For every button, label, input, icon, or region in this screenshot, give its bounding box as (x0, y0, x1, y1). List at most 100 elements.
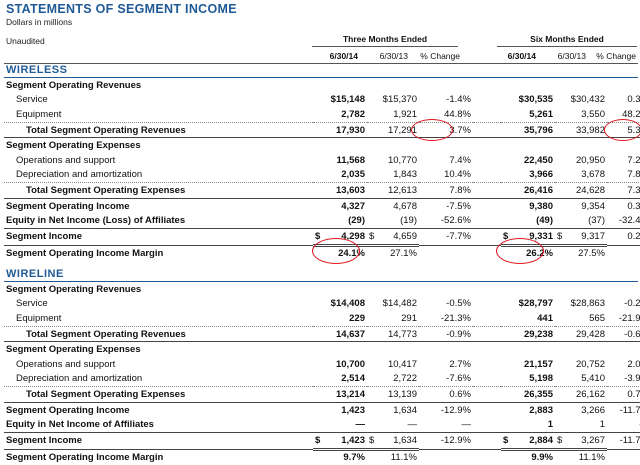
table-cell: $30,432 (570, 94, 605, 106)
table-cell: $3,267 (555, 431, 607, 451)
table-cell: -21.3% (440, 312, 471, 324)
table-cell: — (461, 419, 472, 431)
row-label: Segment Income (4, 431, 313, 450)
table-row: Segment Operating Expenses (4, 137, 640, 153)
statement-title: STATEMENTS OF SEGMENT INCOME (6, 2, 237, 16)
table-cell: 27.5% (555, 244, 607, 262)
row-label: Segment Operating Income Margin (4, 244, 313, 262)
row-label: Total Segment Operating Expenses (4, 386, 313, 403)
row-label: Segment Operating Revenues (6, 79, 142, 91)
table-cell: 22,450 (523, 154, 553, 166)
currency-symbol: $ (315, 434, 321, 446)
table-cell (313, 341, 367, 357)
table-row: Equipment 229 291 -21.3% 441 565 -21.9% (4, 311, 640, 326)
annotation-circle (604, 119, 640, 141)
table-cell: -0.2% (624, 298, 640, 310)
table-row: Segment Operating Income 1,423 1,634 -12.9%… (4, 401, 640, 418)
currency-symbol: $ (557, 434, 563, 446)
table-cell: 10,417 (387, 358, 417, 370)
currency-symbol: $ (503, 434, 509, 446)
table-cell (555, 341, 607, 357)
table-cell: 33,982 (555, 121, 607, 138)
table-cell (555, 78, 607, 93)
table-cell: -0.6% (607, 325, 640, 342)
table-cell: 2.0% (627, 358, 640, 370)
table-cell: 44.8% (444, 108, 471, 120)
table-cell: 11,568 (336, 154, 365, 166)
table-cell: (29) (348, 215, 365, 227)
table-cell (501, 282, 555, 297)
table-cell: -12.9% (419, 401, 473, 418)
col-3m-2013: 6/30/13 (379, 51, 408, 61)
table-cell: 13,214 (313, 386, 367, 403)
table-cell: 0.2% (607, 227, 640, 246)
table-row: Segment Operating Revenues (4, 78, 640, 93)
row-label: Segment Income (4, 227, 313, 246)
table-cell: 1,634 (367, 401, 419, 418)
currency-symbol: $ (369, 230, 375, 242)
row-label: Total Segment Operating Expenses (4, 182, 313, 199)
table-cell (501, 78, 555, 93)
table-cell: -7.5% (419, 197, 473, 214)
table-cell (367, 78, 419, 93)
table-cell: $1,634 (367, 431, 419, 451)
row-label: Equity in Net Income of Affiliates (6, 419, 154, 431)
table-row: Segment Income $4,298 $4,659 -7.7% $9,331 $9,… (4, 227, 640, 247)
table-row: Equipment 2,782 1,921 44.8% 5,261 3,550 48.2% (4, 107, 640, 122)
row-label: Operations and support (16, 154, 116, 166)
cell-value: 4,659 (393, 230, 417, 242)
table-cell: -32.4% (618, 215, 640, 227)
table-cell (501, 341, 555, 357)
wireline-table: Segment Operating Revenues Service $14,408… (4, 282, 640, 465)
table-cell: 9,354 (555, 197, 607, 214)
row-label: Equipment (16, 312, 62, 324)
row-label: Depreciation and amortization (16, 169, 143, 181)
table-cell: 3,550 (581, 108, 605, 120)
table-row: Segment Operating Revenues (4, 282, 640, 297)
table-cell (607, 448, 640, 465)
table-cell: 5,410 (581, 373, 605, 385)
table-cell: -7.7% (419, 227, 473, 246)
table-cell: 7.8% (627, 169, 640, 181)
table-cell: $30,535 (518, 94, 553, 106)
table-cell: $15,148 (330, 94, 365, 106)
cell-value: 3,267 (581, 434, 605, 446)
table-cell (419, 244, 473, 262)
table-cell (607, 341, 640, 357)
table-row: Depreciation and amortization 2,035 1,843 1… (4, 168, 640, 183)
table-cell: 24,628 (555, 182, 607, 199)
row-label: Total Segment Operating Revenues (4, 121, 313, 138)
table-cell: 9,380 (501, 197, 555, 214)
table-row: Operations and support 11,568 10,770 7.4% 22… (4, 153, 640, 168)
col-6m-change: % Change (596, 51, 636, 61)
table-cell: $28,863 (570, 298, 605, 310)
table-cell (419, 137, 473, 153)
table-cell: 2,883 (501, 401, 555, 418)
table-cell: $15,370 (382, 94, 417, 106)
table-cell: 5,198 (529, 373, 553, 385)
table-cell: 20,950 (575, 154, 605, 166)
table-cell: -52.6% (440, 215, 471, 227)
currency-symbol: $ (503, 230, 509, 242)
table-cell: 441 (537, 312, 553, 324)
table-cell: 1,423 (313, 401, 367, 418)
table-cell: 1,843 (393, 169, 417, 181)
table-cell: 10.4% (444, 169, 471, 181)
table-cell: 2,035 (341, 169, 365, 181)
currency-symbol: $ (315, 230, 321, 242)
table-cell: $28,797 (518, 298, 553, 310)
wireless-table: Segment Operating Revenues Service $15,148… (4, 78, 640, 262)
annotation-circle (496, 238, 544, 264)
row-label: Operations and support (16, 358, 116, 370)
table-cell: -0.5% (446, 298, 471, 310)
table-cell: $14,482 (382, 298, 417, 310)
table-cell: 20,752 (575, 358, 605, 370)
period-three-months: Three Months Ended (312, 34, 458, 47)
row-label: Service (16, 94, 48, 106)
table-cell (367, 282, 419, 297)
table-cell (419, 341, 473, 357)
table-cell (313, 78, 367, 93)
table-cell: 26,416 (501, 182, 555, 199)
table-cell: -12.9% (419, 431, 473, 450)
table-cell: — (607, 417, 640, 432)
